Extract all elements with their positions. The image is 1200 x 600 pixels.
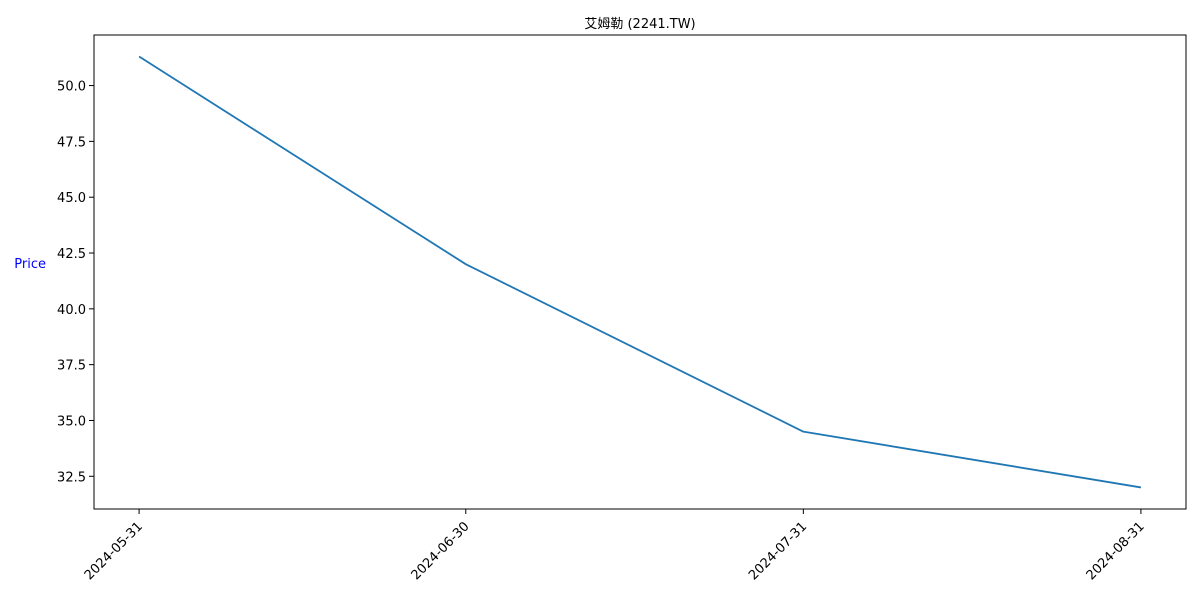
- x-axis: 2024-05-31 2024-06-30 2024-07-31 2024-08-31: [82, 509, 1148, 583]
- y-tick-label: 37.5: [57, 359, 86, 374]
- y-tick-label: 45.0: [57, 191, 86, 206]
- y-tick-label: 40.0: [57, 303, 86, 318]
- price-series-line: [138, 55, 1142, 489]
- y-tick-label: 35.0: [57, 414, 86, 429]
- x-tick-label: 2024-07-31: [746, 519, 810, 583]
- y-tick-label: 42.5: [57, 247, 86, 262]
- x-tick-label: 2024-05-31: [82, 519, 146, 583]
- y-axis-label: Price: [14, 257, 46, 272]
- chart-title: 艾姆勒 (2241.TW): [584, 17, 695, 32]
- y-axis: 32.5 35.0 37.5 40.0 42.5 45.0 47.5 50.0: [57, 80, 94, 485]
- y-tick-label: 32.5: [57, 470, 86, 485]
- x-tick-label: 2024-08-31: [1084, 519, 1148, 583]
- y-tick-label: 47.5: [57, 135, 86, 150]
- series-layer: [138, 55, 1142, 489]
- plot-area: [93, 34, 1187, 510]
- y-tick-label: 50.0: [57, 80, 86, 95]
- x-tick-label: 2024-06-30: [409, 519, 473, 583]
